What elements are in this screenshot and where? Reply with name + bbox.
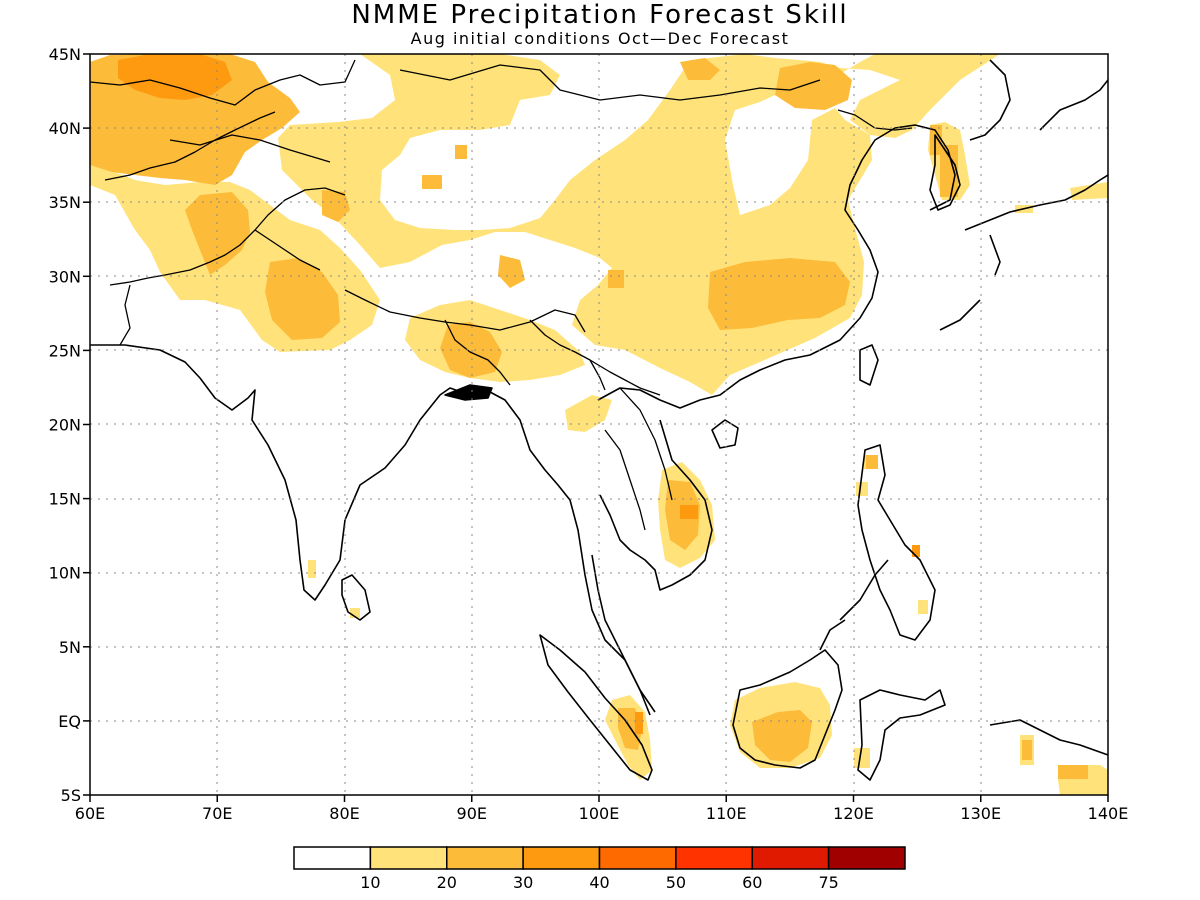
lat-tick-label: 20N: [49, 416, 81, 435]
legend-swatch: [598, 846, 677, 870]
lon-tick-label: 110E: [706, 804, 747, 823]
lat-tick-label: 25N: [49, 341, 81, 360]
lon-tick-label: 80E: [329, 804, 359, 823]
lon-tick-label: 60E: [75, 804, 105, 823]
country-borders: [90, 59, 913, 531]
lon-tick-label: 130E: [960, 804, 1001, 823]
lon-tick-label: 140E: [1088, 804, 1129, 823]
color-legend: 10 20 30 40 50 60 75: [293, 846, 906, 892]
lat-tick-label: EQ: [58, 712, 81, 731]
legend-swatch: [751, 846, 830, 870]
map-title: NMME Precipitation Forecast Skill: [351, 0, 849, 30]
lon-tick-label: 100E: [579, 804, 620, 823]
lat-tick-label: 5S: [61, 786, 81, 805]
lat-tick-label: 35N: [49, 193, 81, 212]
coastlines: [90, 59, 1108, 781]
legend-swatch: [827, 846, 906, 870]
legend-label: 40: [589, 873, 609, 892]
lon-tick-label: 70E: [202, 804, 232, 823]
lat-tick-label: 10N: [49, 564, 81, 583]
legend-swatch: [369, 846, 448, 870]
legend-swatch: [522, 846, 601, 870]
lon-tick-label: 120E: [833, 804, 874, 823]
legend-swatch: [446, 846, 524, 870]
lon-tick-label: 90E: [457, 804, 487, 823]
axes: 60E 70E 80E 90E 100E 110E 120E 130E 140E 45N 40N 35…: [49, 45, 1129, 823]
legend-swatch: [293, 846, 372, 870]
lat-tick-label: 45N: [49, 45, 81, 64]
legend-label: 10: [360, 873, 380, 892]
legend-label: 30: [513, 873, 533, 892]
map-subtitle: Aug initial conditions Oct—Dec Forecast: [410, 29, 790, 48]
lat-tick-label: 40N: [49, 119, 81, 138]
legend-label: 60: [742, 873, 762, 892]
lat-tick-label: 5N: [59, 638, 81, 657]
lat-tick-label: 30N: [49, 267, 81, 286]
skill-shading-20-30: [90, 54, 1088, 779]
lat-tick-label: 15N: [49, 490, 81, 509]
legend-label: 50: [666, 873, 686, 892]
gridlines: [90, 54, 1108, 795]
legend-swatch: [675, 846, 753, 870]
legend-label: 20: [437, 873, 457, 892]
legend-label: 75: [818, 873, 838, 892]
skill-shading-30-40: [118, 54, 920, 734]
